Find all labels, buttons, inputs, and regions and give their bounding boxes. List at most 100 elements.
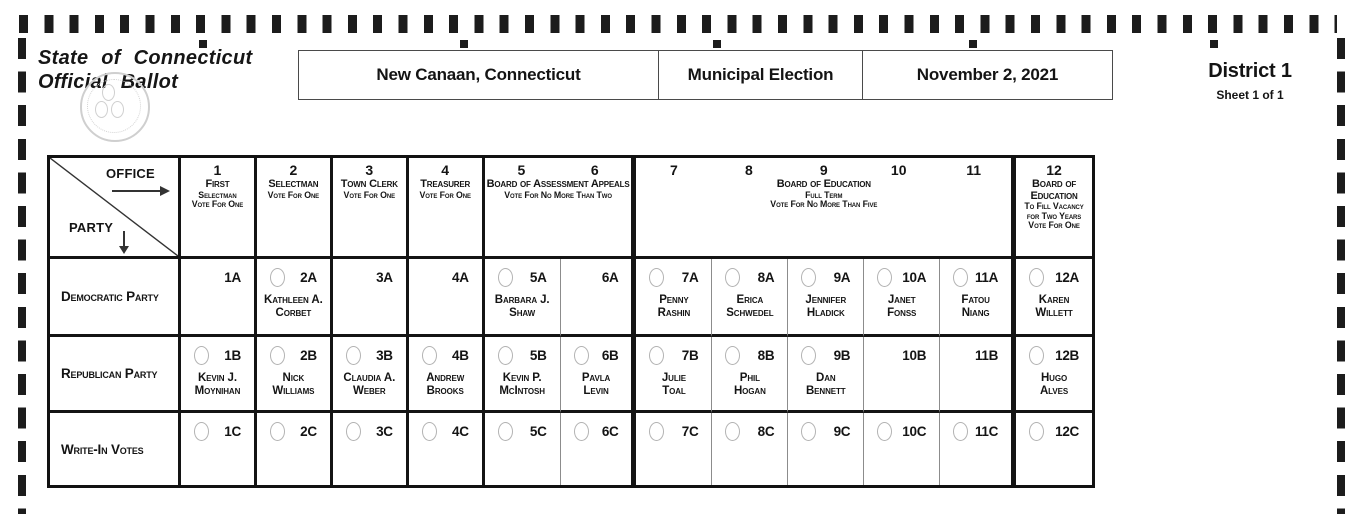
vote-bubble[interactable] [953, 422, 969, 441]
vote-bubble[interactable] [649, 268, 665, 287]
candidate-name: Erica Schwedel [726, 294, 774, 319]
vote-cell-4A: 4A [408, 259, 485, 337]
vote-cell-7A: 7A Penny Rashin [636, 259, 713, 337]
vacancy-label: To Fill Vacancy [1024, 201, 1084, 211]
timing-mark [713, 40, 721, 48]
vote-cell-4C: 4C [408, 413, 485, 485]
contest-header-town-clerk: 3 Town Clerk Vote For One [332, 158, 409, 259]
office-axis-label: OFFICE [106, 166, 155, 181]
candidate-name: Barbara J. Shaw [494, 294, 550, 319]
column-number: 6 [590, 162, 599, 178]
cell-label: 12A [1055, 270, 1079, 285]
candidate-name: Hugo Alves [1039, 372, 1069, 397]
term-label: for Two Years [1026, 210, 1082, 221]
vote-bubble[interactable] [801, 268, 817, 287]
vote-cell-6C: 6C [560, 413, 637, 485]
contest-header-board-of-education-full-term: 7 8 9 10 11 Board of Education Full Term… [636, 158, 1017, 259]
timing-mark [199, 40, 207, 48]
candidate-name: Jennifer Hladick [805, 294, 847, 319]
vote-bubble[interactable] [497, 268, 513, 287]
column-numbers: 7 8 9 10 11 [636, 162, 1011, 178]
vote-cell-7C: 7C [636, 413, 713, 485]
vote-cell-9B: 9B Dan Bennett [788, 337, 865, 413]
vote-cell-12A: 12A Karen Willett [1016, 259, 1092, 337]
vote-bubble[interactable] [877, 268, 893, 287]
cell-label: 9C [833, 424, 851, 439]
vote-cell-11A: 11A Fatou Niang [940, 259, 1017, 337]
candidate-name: Julie Toal [661, 372, 686, 397]
vote-bubble[interactable] [1029, 422, 1045, 441]
vote-bubble[interactable] [421, 422, 437, 441]
vote-cell-2A: 2A Kathleen A. Corbet [256, 259, 333, 337]
vote-bubble[interactable] [649, 422, 665, 441]
candidate-name: Phil Hogan [733, 372, 766, 397]
cell-label: 8C [757, 424, 775, 439]
vote-cell-3B: 3B Claudia A. Weber [332, 337, 409, 413]
vote-bubble[interactable] [194, 422, 209, 441]
vote-cell-10C: 10C [864, 413, 941, 485]
office-name: Board of Education [776, 178, 871, 190]
vote-cell-1B: 1B Kevin J. Moynihan [181, 337, 257, 413]
election-date-label: November 2, 2021 [916, 65, 1059, 84]
cell-label: 12B [1055, 348, 1079, 363]
candidate-name: Fatou Niang [961, 294, 990, 319]
vote-bubble[interactable] [269, 346, 285, 365]
vote-bubble[interactable] [877, 422, 893, 441]
vote-bubble[interactable] [1029, 346, 1045, 365]
timing-mark [969, 40, 977, 48]
contest-header-treasurer: 4 Treasurer Vote For One [408, 158, 485, 259]
vote-bubble[interactable] [573, 346, 589, 365]
vote-bubble[interactable] [421, 346, 437, 365]
contest-header-board-of-assessment-appeals: 5 6 Board of Assessment Appeals Vote For… [484, 158, 637, 259]
cell-label: 11B [974, 348, 999, 363]
vote-bubble[interactable] [953, 268, 969, 287]
term-label: Full Term [805, 189, 843, 200]
vote-bubble[interactable] [497, 422, 513, 441]
vote-bubble[interactable] [1029, 268, 1045, 287]
ballot-grid: OFFICE PARTY 1 First Selectman Vote For … [47, 155, 1095, 488]
vote-cell-6A: 6A [560, 259, 637, 337]
vote-bubble[interactable] [194, 346, 209, 365]
vote-bubble[interactable] [345, 422, 361, 441]
seal-grapevine [102, 84, 115, 101]
cell-label: 11A [974, 270, 999, 285]
cell-label: 7C [681, 424, 699, 439]
vote-bubble[interactable] [573, 422, 589, 441]
vote-bubble[interactable] [269, 422, 285, 441]
election-header-box: New Canaan, Connecticut Municipal Electi… [298, 50, 1113, 100]
cell-label: 1C [224, 424, 241, 439]
timing-marks-left [18, 38, 26, 514]
vote-cell-11C: 11C [940, 413, 1017, 485]
vote-bubble[interactable] [649, 346, 665, 365]
vote-bubble[interactable] [345, 346, 361, 365]
column-number: 11 [966, 162, 982, 178]
column-number: 4 [441, 162, 450, 178]
timing-mark [1210, 40, 1218, 48]
vote-bubble[interactable] [497, 346, 513, 365]
timing-marks-right [1337, 38, 1345, 514]
vote-cell-2B: 2B Nick Williams [256, 337, 333, 413]
vote-bubble[interactable] [725, 268, 741, 287]
district-block: District 1 Sheet 1 of 1 [1170, 60, 1330, 102]
vote-bubble[interactable] [725, 346, 741, 365]
vote-cell-3A: 3A [332, 259, 409, 337]
vote-cell-5A: 5A Barbara J. Shaw [484, 259, 561, 337]
vote-instruction: Vote For One [267, 189, 320, 200]
cell-label: 6C [601, 424, 619, 439]
vote-bubble[interactable] [269, 268, 285, 287]
vote-bubble[interactable] [801, 346, 817, 365]
vote-bubble[interactable] [801, 422, 817, 441]
vote-instruction: Vote For One [1028, 220, 1080, 231]
candidate-name: Andrew Brooks [426, 372, 465, 397]
vote-cell-8C: 8C [712, 413, 789, 485]
column-numbers: 5 6 [485, 162, 632, 178]
cell-label: 10A [902, 270, 927, 285]
office-name: First [205, 178, 230, 190]
cell-label: 2B [300, 348, 317, 363]
party-axis-label: PARTY [69, 220, 114, 235]
municipality-label: New Canaan, Connecticut [299, 51, 659, 99]
cell-label: 9B [833, 348, 851, 363]
vote-bubble[interactable] [725, 422, 741, 441]
cell-label: 12C [1055, 424, 1079, 439]
party-row-label: Democratic Party [50, 259, 181, 337]
